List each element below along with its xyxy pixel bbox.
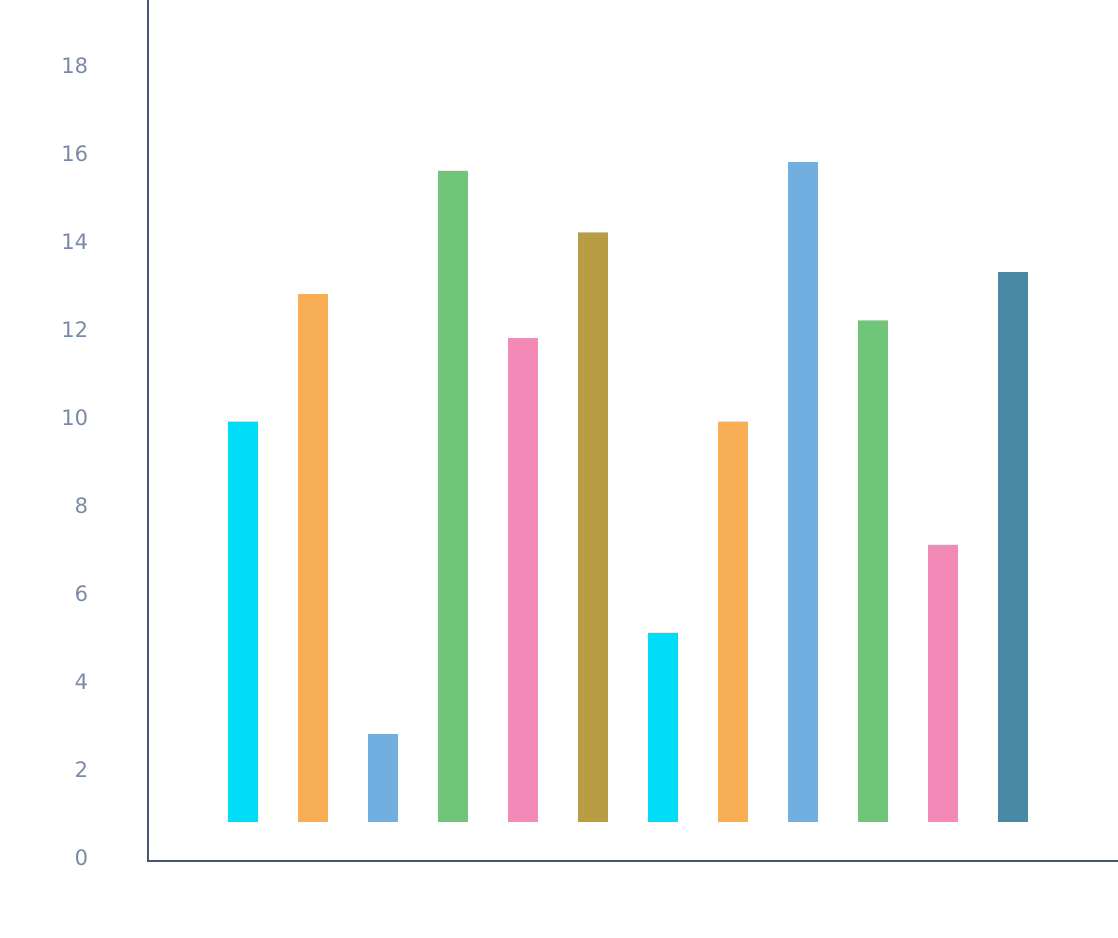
bar [998, 272, 1028, 822]
y-tick-label: 14 [61, 230, 88, 254]
bar [928, 544, 958, 822]
bar [438, 170, 468, 823]
bars-group [228, 162, 1028, 823]
y-tick-label: 2 [75, 758, 88, 782]
y-tick-label: 8 [75, 494, 88, 518]
bar [508, 338, 538, 822]
y-axis-ticks: 0 2 4 6 8 10 12 14 16 18 [61, 54, 88, 870]
bar [298, 294, 328, 822]
bar [718, 421, 748, 822]
bar [858, 320, 888, 822]
y-tick-label: 16 [61, 142, 88, 166]
y-tick-label: 4 [75, 670, 88, 694]
bar [228, 421, 258, 822]
y-tick-label: 0 [75, 846, 88, 870]
y-tick-label: 10 [61, 406, 88, 430]
bar [578, 232, 608, 822]
y-tick-label: 6 [75, 582, 88, 606]
bar [788, 162, 818, 822]
y-tick-label: 18 [61, 54, 88, 78]
y-tick-label: 12 [61, 318, 88, 342]
bar [648, 632, 678, 822]
bar [368, 734, 398, 822]
